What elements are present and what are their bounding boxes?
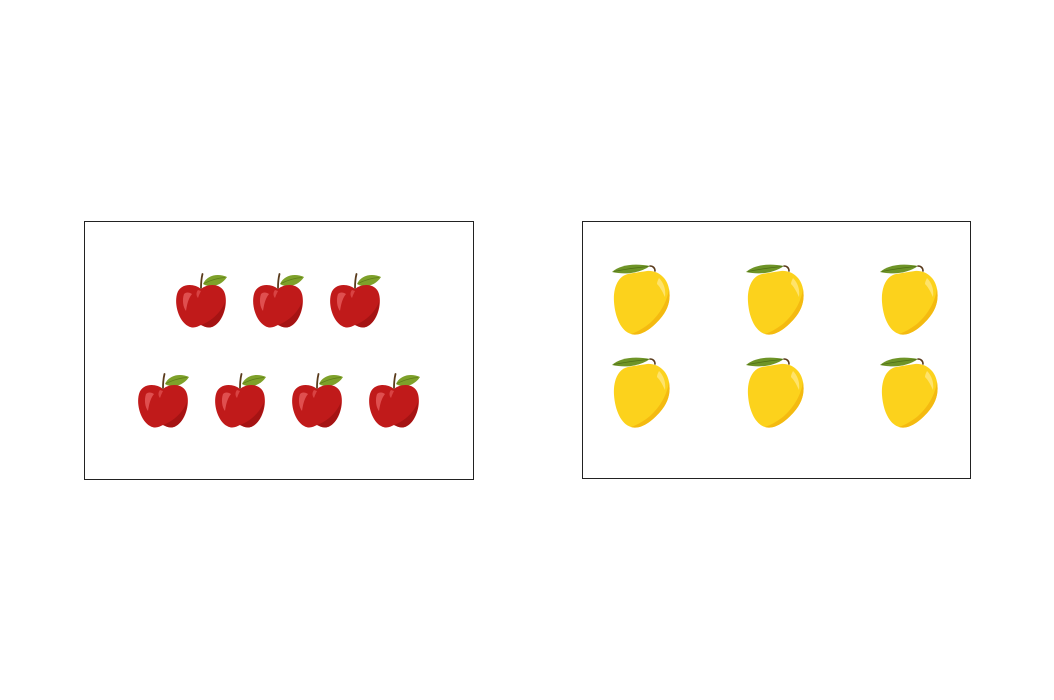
apple-icon (328, 272, 382, 330)
mango-icon (878, 355, 942, 429)
mango-icon (878, 262, 942, 336)
mango-icon (610, 262, 674, 336)
mango-panel (582, 221, 971, 479)
mango-icon (610, 355, 674, 429)
apple-icon (213, 372, 267, 430)
mango-icon (744, 262, 808, 336)
apple-icon (174, 272, 228, 330)
apple-icon (290, 372, 344, 430)
apple-icon (367, 372, 421, 430)
apple-panel (84, 221, 474, 480)
apple-icon (251, 272, 305, 330)
mango-icon (744, 355, 808, 429)
apple-icon (136, 372, 190, 430)
